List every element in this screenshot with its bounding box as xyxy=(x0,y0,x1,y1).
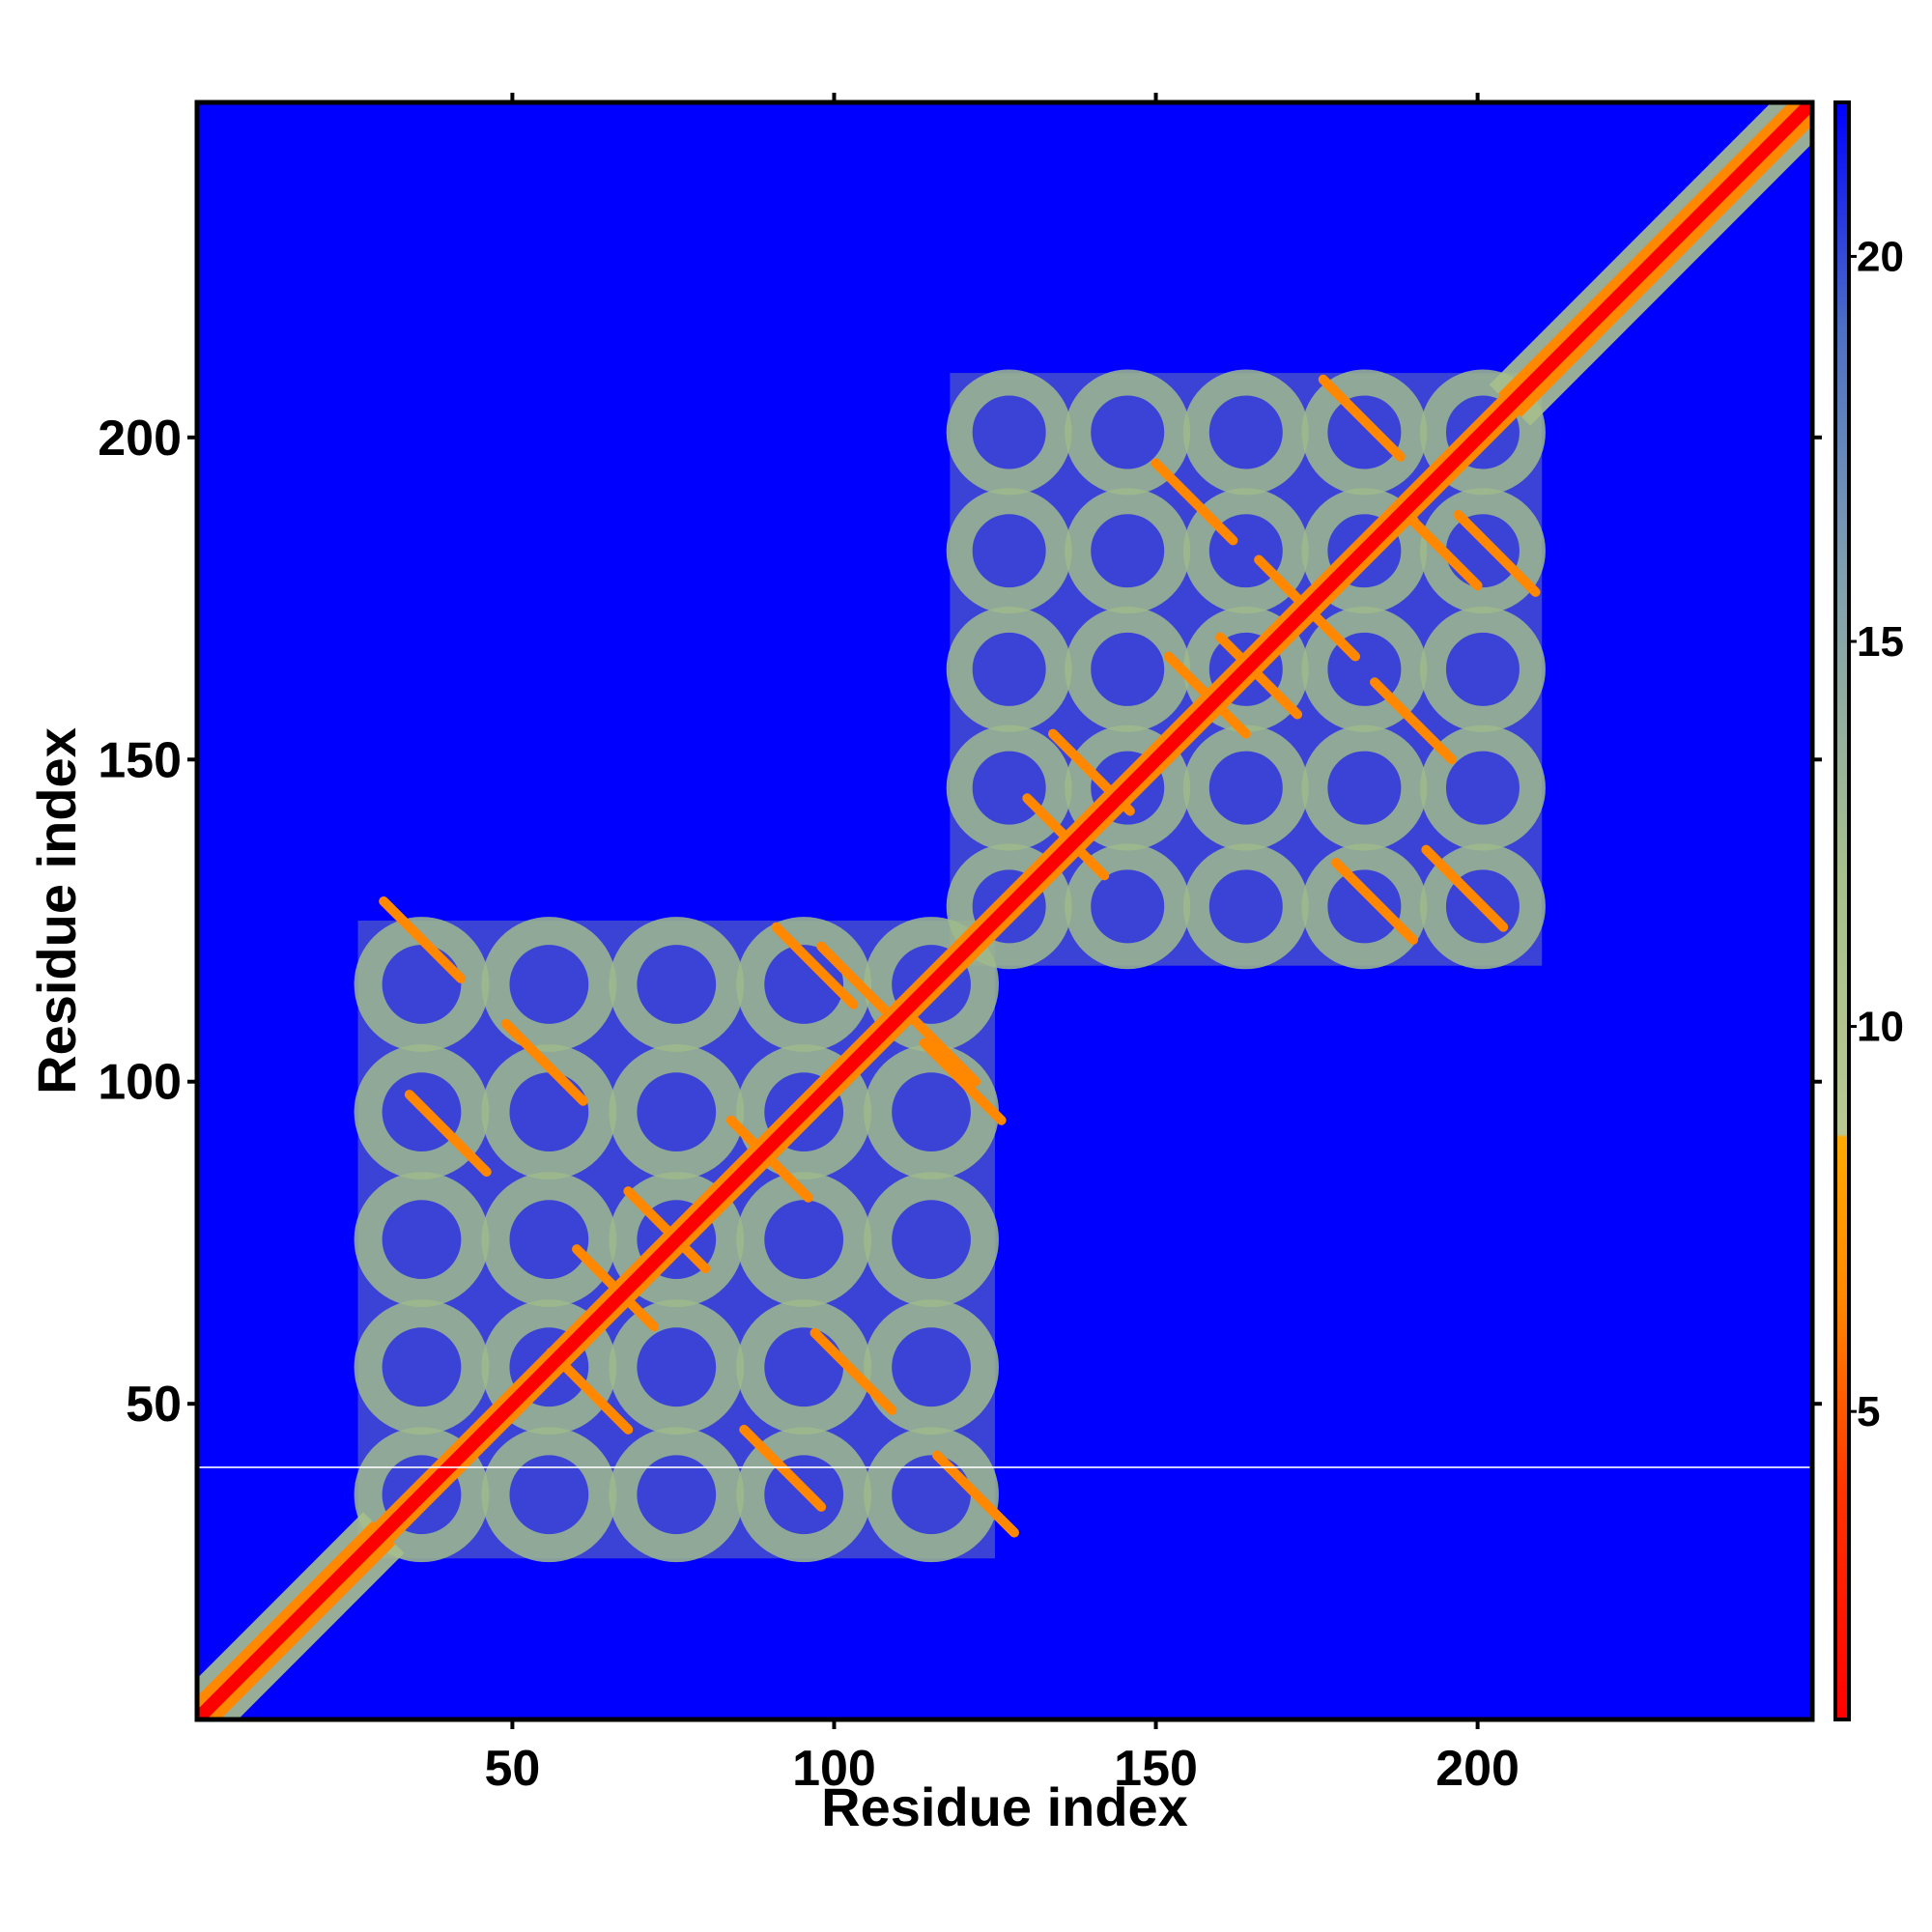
contact-ring xyxy=(609,1299,745,1435)
x-tick-label: 200 xyxy=(1435,1741,1520,1797)
contact-ring xyxy=(1182,369,1309,496)
y-axis-title: Residue index xyxy=(26,727,87,1094)
contact-ring xyxy=(864,1299,999,1435)
contact-ring xyxy=(1419,843,1546,970)
contact-ring xyxy=(946,488,1072,614)
plot-frame xyxy=(194,99,1815,1722)
contact-ring xyxy=(1065,843,1191,970)
contact-ring xyxy=(946,606,1072,732)
contact-streak xyxy=(1318,374,1406,462)
colorbar-ticks: 5 10 15 20 xyxy=(1849,233,1904,1435)
contact-streak xyxy=(1370,677,1457,765)
contact-ring xyxy=(864,1172,999,1308)
contact-ring xyxy=(609,1427,745,1563)
colorbar-gradient xyxy=(1835,102,1849,1719)
contact-streak xyxy=(816,941,904,1029)
contact-streak xyxy=(919,1037,1007,1125)
y-axis: 50 100 150 200 xyxy=(98,411,1822,1433)
contact-streak xyxy=(1331,857,1418,946)
colorbar-frame xyxy=(1833,100,1851,1721)
contact-ring xyxy=(1065,369,1191,496)
contact-ring xyxy=(1301,724,1428,851)
contact-ring xyxy=(609,917,745,1052)
contact-streak xyxy=(1215,632,1303,720)
contact-ring xyxy=(609,1172,745,1308)
contact-streak xyxy=(379,895,467,984)
heatmap-layer xyxy=(197,102,1812,1719)
contact-ring xyxy=(1182,843,1309,970)
contact-ring xyxy=(1301,606,1428,732)
contact-ring xyxy=(1419,488,1546,614)
plot-area xyxy=(194,99,1815,1722)
contact-ring xyxy=(946,724,1072,851)
contact-ring xyxy=(481,917,617,1052)
x-axis: 50 100 150 200 xyxy=(484,93,1520,1797)
x-axis-title: Residue index xyxy=(821,1776,1188,1837)
x-tick-label: 50 xyxy=(484,1741,540,1797)
contact-ring xyxy=(481,1299,617,1435)
contact-ring xyxy=(354,1172,490,1308)
contact-ring xyxy=(354,1044,490,1179)
contact-ring xyxy=(736,1044,872,1179)
contact-ring xyxy=(1301,488,1428,614)
contact-ring xyxy=(1182,606,1309,732)
contact-streak xyxy=(500,1018,588,1106)
contact-ring xyxy=(1419,724,1546,851)
x-tick-label: 100 xyxy=(792,1741,876,1797)
contact-streak xyxy=(810,1327,897,1415)
y-tick-label: 200 xyxy=(98,411,182,467)
contact-ring xyxy=(736,1427,872,1563)
colorbar-tick-label: 15 xyxy=(1857,618,1904,666)
contact-ring xyxy=(1301,843,1428,970)
contact-streak xyxy=(1273,574,1361,662)
contact-streak xyxy=(771,922,859,1009)
contact-ring xyxy=(946,369,1072,496)
colorbar-tick-label: 5 xyxy=(1857,1388,1880,1435)
contact-ring xyxy=(481,1044,617,1179)
diagonal xyxy=(197,102,1812,1719)
colorbar-tick-label: 20 xyxy=(1857,233,1904,280)
y-tick-label: 150 xyxy=(98,732,182,788)
contact-streak xyxy=(1453,509,1541,597)
contact-ring xyxy=(609,1044,745,1179)
contact-ring xyxy=(946,843,1072,970)
contact-ring xyxy=(1065,724,1191,851)
contact-ring xyxy=(481,1172,617,1308)
contact-streak xyxy=(623,1186,711,1274)
contact-ring xyxy=(1419,369,1546,496)
colorbar-tick-label: 10 xyxy=(1857,1004,1904,1051)
contact-ring xyxy=(1301,369,1428,496)
contact-ring xyxy=(1182,488,1309,614)
contact-ring xyxy=(481,1427,617,1563)
contact-ring xyxy=(864,1044,999,1179)
contact-ring xyxy=(354,1427,490,1563)
contact-streak xyxy=(404,1090,492,1178)
x-tick-label: 150 xyxy=(1114,1741,1198,1797)
contact-streak xyxy=(1395,503,1483,591)
contact-ring xyxy=(1065,488,1191,614)
contact-ring xyxy=(864,1427,999,1563)
contact-ring xyxy=(354,917,490,1052)
colorbar: 5 10 15 20 xyxy=(1833,100,1904,1721)
contact-ring xyxy=(1419,606,1546,732)
contact-ring xyxy=(354,1299,490,1435)
contact-ring xyxy=(736,1172,872,1308)
contact-streak xyxy=(1421,844,1509,932)
y-tick-label: 50 xyxy=(126,1377,182,1433)
y-tick-label: 100 xyxy=(98,1055,182,1111)
contact-ring xyxy=(736,1299,872,1435)
contact-streak xyxy=(1151,458,1238,546)
